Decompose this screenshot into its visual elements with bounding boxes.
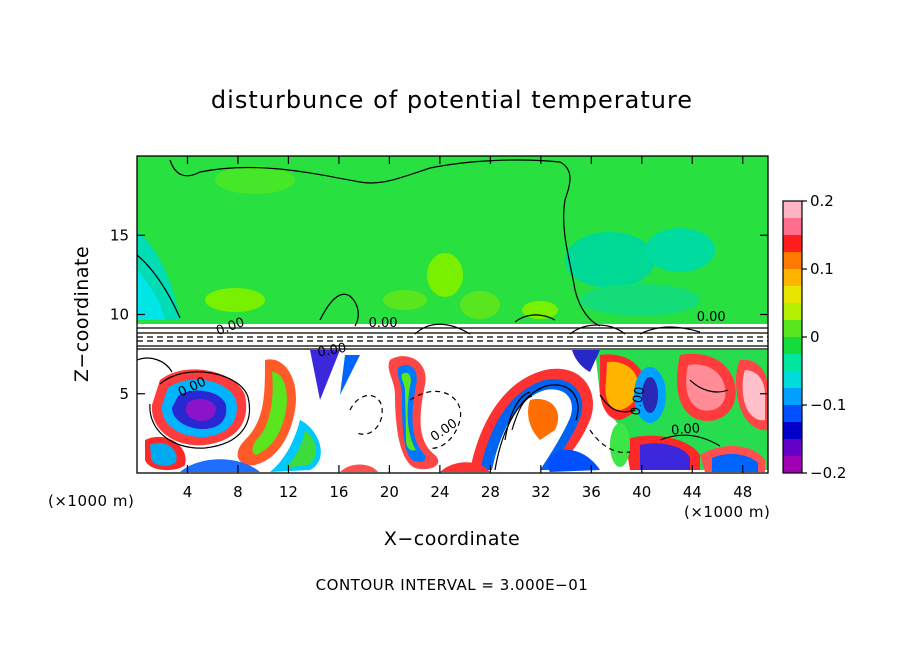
x-tick-label: 20 [380,483,399,501]
x-unit-label-left: (×1000 m) [48,492,135,510]
colorbar: 0.2 0.1 0 −0.1 −0.2 [782,192,846,482]
contour-lines [137,159,768,471]
contour-label: 0.00 [671,421,701,438]
contour-label: 0.00 [369,316,398,331]
x-tick-label: 44 [683,483,702,501]
x-tick-label: 40 [632,483,651,501]
colorbar-swatch [783,286,802,304]
contour-label: 0.00 [697,310,726,325]
x-axis: 4 8 12 16 20 24 28 32 36 40 44 48 [183,156,752,501]
x-tick-label: 32 [531,483,550,501]
colorbar-tick-label: −0.1 [810,396,846,414]
colorbar-tick-label: 0.1 [810,260,834,278]
colorbar-swatch [783,388,802,406]
contour-label: 0.00 [316,341,347,361]
y-axis-label: Z−coordinate [71,245,93,383]
x-tick-label: 12 [279,483,298,501]
y-axis: 5 10 15 [110,226,768,403]
x-tick-label: 48 [733,483,752,501]
y-tick-label: 15 [110,226,129,244]
chart-title: disturbunce of potential temperature [210,86,694,114]
contour-interval-note: CONTOUR INTERVAL = 3.000E−01 [315,576,589,594]
y-tick-label: 5 [119,385,129,403]
x-tick-label: 36 [582,483,601,501]
x-tick-label: 24 [430,483,449,501]
colorbar-swatch [783,235,802,253]
colorbar-swatch [783,303,802,321]
colorbar-swatch [783,354,802,372]
colorbar-swatch [783,252,802,270]
x-unit-label-right: (×1000 m) [684,503,771,521]
colorbar-swatch [783,456,802,474]
x-tick-label: 16 [329,483,348,501]
x-tick-label: 8 [233,483,243,501]
colorbar-swatch [783,371,802,389]
colorbar-tick-label: 0 [810,328,820,346]
colorbar-swatch [783,218,802,236]
colorbar-swatch [783,201,802,219]
x-tick-label: 4 [183,483,193,501]
colorbar-tick-label: 0.2 [810,192,834,210]
contour-label: 0.00 [628,386,648,417]
colorbar-swatch [783,405,802,423]
x-axis-label: X−coordinate [383,528,521,550]
y-tick-label: 10 [110,306,129,324]
colorbar-swatch [783,269,802,287]
colorbar-swatch [783,337,802,355]
colorbar-swatch [783,439,802,457]
x-tick-label: 28 [481,483,500,501]
colorbar-swatch [783,320,802,338]
colorbar-tick-label: −0.2 [810,464,846,482]
colorbar-swatch [783,422,802,440]
